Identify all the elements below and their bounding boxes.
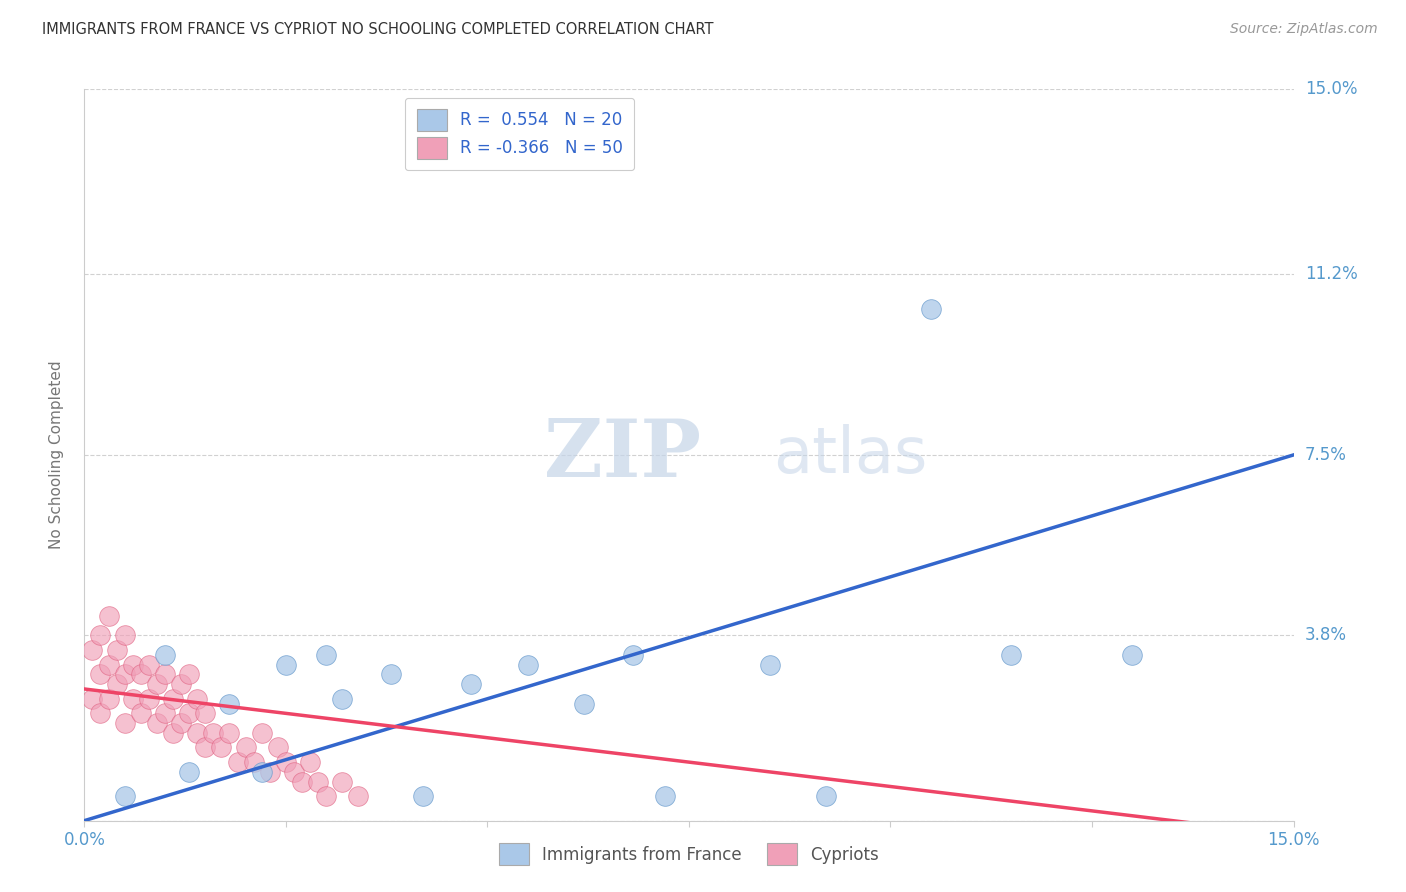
Point	[89, 667, 111, 681]
Point	[97, 691, 120, 706]
Point	[170, 677, 193, 691]
Point	[218, 726, 240, 740]
Point	[114, 789, 136, 804]
Point	[299, 755, 322, 769]
Point	[202, 726, 225, 740]
Point	[283, 764, 305, 779]
Point	[307, 774, 329, 789]
Point	[105, 677, 128, 691]
Point	[146, 677, 169, 691]
Point	[179, 667, 201, 681]
Point	[179, 706, 201, 721]
Point	[162, 691, 184, 706]
Point	[412, 789, 434, 804]
Point	[1121, 648, 1143, 662]
Text: 7.5%: 7.5%	[1305, 446, 1347, 464]
Point	[129, 667, 152, 681]
Point	[250, 726, 273, 740]
Point	[138, 657, 160, 672]
Point	[1000, 648, 1022, 662]
Point	[114, 667, 136, 681]
Point	[138, 691, 160, 706]
Point	[97, 657, 120, 672]
Legend: Immigrants from France, Cypriots: Immigrants from France, Cypriots	[485, 830, 893, 878]
Point	[146, 716, 169, 731]
Point	[179, 764, 201, 779]
Point	[162, 726, 184, 740]
Point	[82, 643, 104, 657]
Point	[242, 755, 264, 769]
Point	[267, 740, 290, 755]
Point	[114, 628, 136, 642]
Point	[121, 691, 143, 706]
Point	[194, 740, 217, 755]
Point	[153, 667, 176, 681]
Point	[97, 608, 120, 623]
Text: 15.0%: 15.0%	[1305, 80, 1357, 98]
Point	[291, 774, 314, 789]
Point	[654, 789, 676, 804]
Point	[330, 774, 353, 789]
Point	[814, 789, 837, 804]
Point	[129, 706, 152, 721]
Point	[516, 657, 538, 672]
Text: atlas: atlas	[773, 424, 928, 486]
Point	[186, 726, 208, 740]
Point	[89, 706, 111, 721]
Point	[259, 764, 281, 779]
Point	[330, 691, 353, 706]
Point	[572, 697, 595, 711]
Point	[121, 657, 143, 672]
Point	[380, 667, 402, 681]
Text: 11.2%: 11.2%	[1305, 266, 1357, 284]
Point	[920, 301, 942, 316]
Point	[114, 716, 136, 731]
Text: Source: ZipAtlas.com: Source: ZipAtlas.com	[1230, 22, 1378, 37]
Point	[209, 740, 232, 755]
Point	[153, 648, 176, 662]
Point	[274, 755, 297, 769]
Point	[274, 657, 297, 672]
Point	[235, 740, 257, 755]
Point	[315, 648, 337, 662]
Point	[621, 648, 644, 662]
Point	[170, 716, 193, 731]
Point	[153, 706, 176, 721]
Point	[218, 697, 240, 711]
Point	[315, 789, 337, 804]
Point	[758, 657, 780, 672]
Point	[82, 691, 104, 706]
Text: IMMIGRANTS FROM FRANCE VS CYPRIOT NO SCHOOLING COMPLETED CORRELATION CHART: IMMIGRANTS FROM FRANCE VS CYPRIOT NO SCH…	[42, 22, 714, 37]
Point	[347, 789, 370, 804]
Point	[186, 691, 208, 706]
Point	[226, 755, 249, 769]
Point	[194, 706, 217, 721]
Point	[89, 628, 111, 642]
Point	[105, 643, 128, 657]
Point	[250, 764, 273, 779]
Y-axis label: No Schooling Completed: No Schooling Completed	[49, 360, 63, 549]
Text: 3.8%: 3.8%	[1305, 626, 1347, 644]
Point	[460, 677, 482, 691]
Text: ZIP: ZIP	[544, 416, 700, 494]
